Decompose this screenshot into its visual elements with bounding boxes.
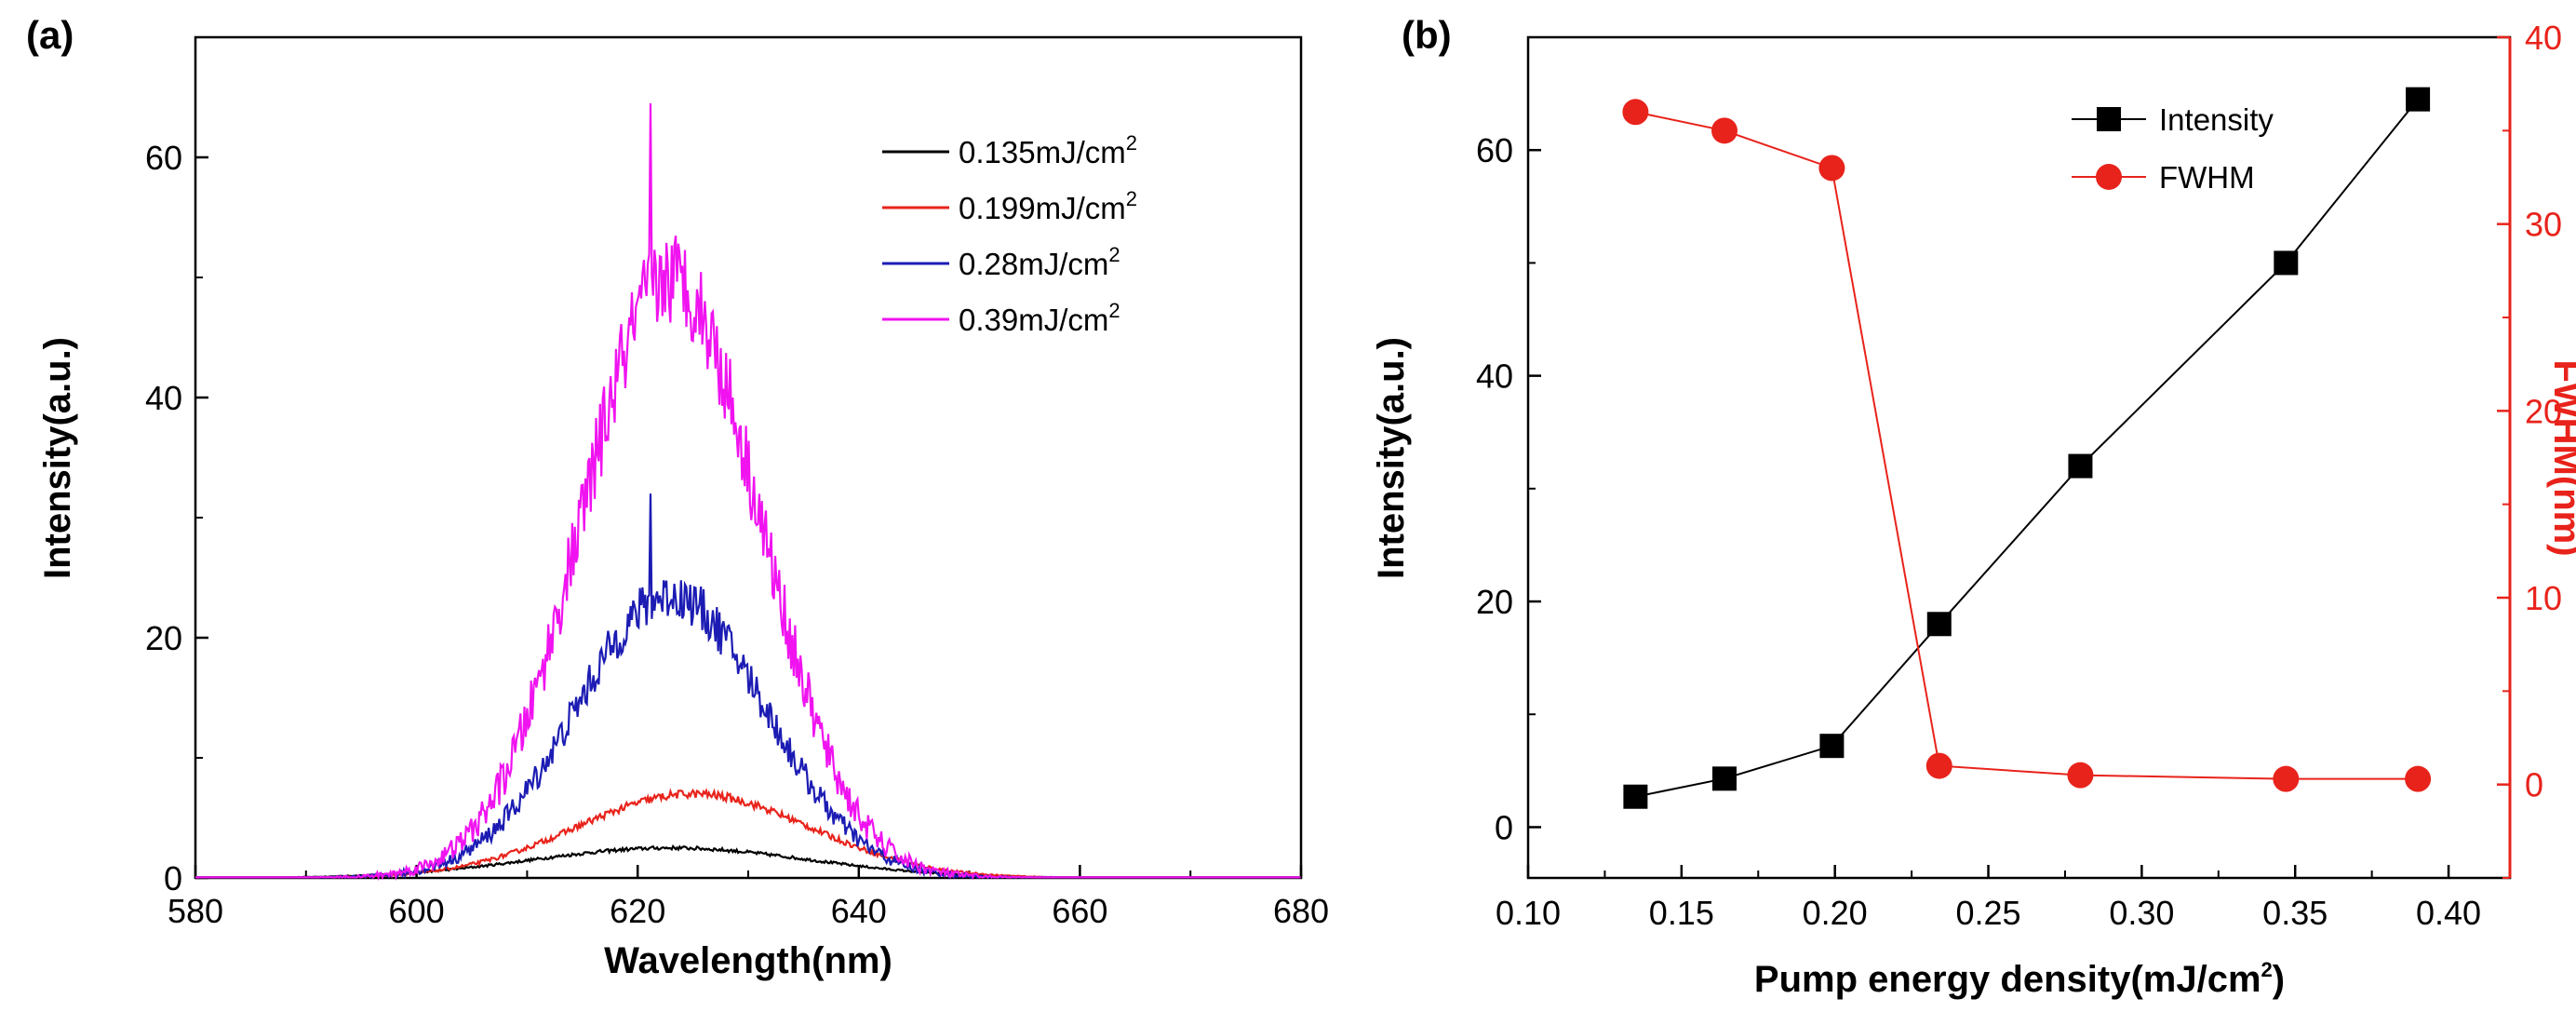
panel-a-series (195, 102, 1301, 882)
panel-b-x-axis-label-main: Pump energy density(mJ/cm (1754, 959, 2261, 1000)
panel-a: (a) 580 600 620 640 660 680 0 20 40 60 Wavelength… (26, 13, 1329, 981)
intensity-point (1926, 612, 1952, 637)
panel-b-y2-axis-label: FWHM(nm) (2546, 359, 2576, 556)
panel-a-x-tick-label: 580 (168, 892, 223, 930)
panel-a-y-tick-label: 0 (164, 859, 182, 897)
panel-b-x-tick-label: 0.35 (2262, 894, 2328, 932)
legend-fwhm-marker (2096, 164, 2122, 190)
intensity-line (1635, 99, 2419, 798)
fwhm-point (1622, 99, 1649, 126)
panel-a-x-axis-label: Wavelength(nm) (604, 940, 892, 981)
legend-text: 0.28mJ/cm (959, 247, 1108, 281)
panel-b-x-tick-label: 0.20 (1803, 894, 1868, 932)
panel-a-label: (a) (26, 13, 74, 57)
panel-b-x-axis-label-sup: 2 (2261, 958, 2273, 981)
panel-a-series-line-2 (195, 788, 1301, 879)
fwhm-point (2405, 765, 2432, 792)
panel-b-x-tick-label: 0.15 (1649, 894, 1714, 932)
panel-b-label: (b) (1402, 13, 1452, 57)
intensity-point (1819, 734, 1845, 759)
panel-a-y-tick-label: 60 (145, 139, 182, 177)
fwhm-point (2067, 762, 2094, 789)
panel-b-y-axis-label: Intensity(a.u.) (1371, 337, 1412, 579)
panel-b-x-axis-label-end: ) (2273, 959, 2285, 1000)
panel-a-series-line-3 (195, 493, 1301, 880)
legend-text: 0.39mJ/cm (959, 303, 1108, 337)
panel-b-ticks: 0.10 0.15 0.20 0.25 0.30 0.35 0.40 0 20 40 60 0 10 20… (1476, 19, 2562, 932)
intensity-point (2068, 453, 2093, 479)
legend-sup: 2 (1126, 131, 1137, 155)
legend-sup: 2 (1108, 243, 1120, 266)
fwhm-line (1635, 111, 2419, 780)
panel-b: (b) 0.10 0.15 0.20 0.25 0.30 0.35 0.4002040600… (1371, 13, 2576, 1000)
intensity-point (2406, 87, 2431, 112)
panel-a-x-tick-label: 680 (1273, 892, 1329, 930)
panel-a-series-line-4 (195, 102, 1301, 882)
fwhm-point (1818, 155, 1845, 182)
panel-a-legend-entry-2: 0.199mJ/cm2 (959, 187, 1137, 225)
panel-a-x-tick-label: 640 (831, 892, 887, 930)
legend-text: 0.135mJ/cm (959, 135, 1126, 169)
panel-b-x-axis-label: Pump energy density(mJ/cm2) (1754, 958, 2285, 1000)
legend-fwhm-label: FWHM (2159, 160, 2255, 195)
panel-b-y2-tick-label: 20 (2525, 392, 2562, 430)
intensity-point (1712, 766, 1737, 791)
panel-b-y-tick-label: 60 (1476, 131, 1513, 169)
panel-b-y-tick-label: 40 (1476, 358, 1513, 396)
panel-b-y-tick-label: 0 (1495, 808, 1513, 846)
panel-a-y-axis-label: Intensity(a.u.) (37, 337, 78, 579)
fwhm-point (2273, 765, 2300, 792)
panel-a-x-tick-label: 600 (389, 892, 445, 930)
panel-b-y2-tick-label: 40 (2525, 19, 2562, 57)
panel-b-y-tick-label: 20 (1476, 583, 1513, 621)
panel-a-legend-entry-3: 0.28mJ/cm2 (959, 243, 1120, 281)
panel-a-y-tick-label: 20 (145, 619, 182, 657)
fwhm-point (1711, 117, 1737, 144)
legend-sup: 2 (1108, 299, 1120, 322)
panel-a-legend-entry-4: 0.39mJ/cm2 (959, 299, 1120, 337)
fwhm-point (1925, 752, 1952, 779)
legend-sup: 2 (1126, 187, 1137, 210)
panel-b-y2-tick-label: 10 (2525, 579, 2562, 617)
panel-a-ticks: 580 600 620 640 660 680 0 20 40 60 (145, 36, 1329, 930)
intensity-point (1623, 784, 1648, 809)
panel-b-y2-tick-label: 30 (2525, 206, 2562, 244)
panel-a-legend: 0.135mJ/cm20.199mJ/cm20.28mJ/cm20.39mJ/c… (882, 131, 1137, 337)
panel-b-x-tick-label: 0.40 (2416, 894, 2481, 932)
panel-b-series (1622, 87, 2432, 809)
panel-b-x-tick-label: 0.25 (1955, 894, 2020, 932)
legend-intensity-label: Intensity (2159, 102, 2274, 137)
panel-a-x-tick-label: 620 (610, 892, 665, 930)
panel-b-y2-tick-label: 0 (2525, 766, 2543, 804)
legend-text: 0.199mJ/cm (959, 191, 1126, 225)
intensity-point (2274, 250, 2299, 276)
panel-b-x-tick-label: 0.30 (2109, 894, 2174, 932)
legend-intensity-marker (2097, 107, 2121, 131)
panel-b-x-tick-label: 0.10 (1496, 894, 1561, 932)
panel-a-y-tick-label: 40 (145, 379, 182, 417)
panel-b-frame (1526, 35, 2512, 880)
panel-b-legend: Intensity FWHM (2072, 102, 2274, 195)
panel-a-legend-entry-1: 0.135mJ/cm2 (959, 131, 1137, 169)
panel-a-x-tick-label: 660 (1052, 892, 1107, 930)
